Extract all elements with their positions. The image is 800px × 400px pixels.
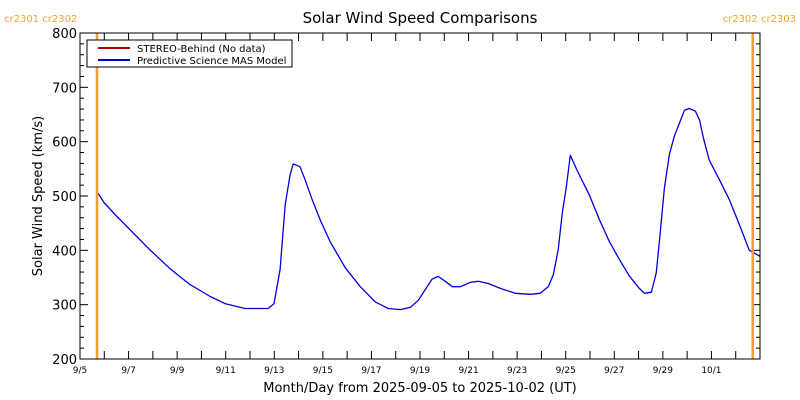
carrington-rotation-label: cr2301 cr2302 (4, 14, 77, 25)
x-tick-label: 9/11 (216, 366, 236, 376)
x-tick-label: 9/7 (121, 366, 135, 376)
series-line-mas-model (96, 107, 761, 311)
x-tick-label: 9/17 (361, 366, 381, 376)
x-tick-label: 9/19 (410, 366, 430, 376)
legend-label-mas-model: Predictive Science MAS Model (137, 56, 286, 67)
legend: STEREO-Behind (No data) Predictive Scien… (86, 39, 293, 68)
y-tick-label: 500 (52, 190, 77, 205)
x-axis-label: Month/Day from 2025-09-05 to 2025-10-02 … (263, 381, 576, 396)
y-tick-label: 700 (52, 81, 77, 96)
y-tick-label: 600 (52, 136, 77, 151)
y-axis-label: Solar Wind Speed (km/s) (31, 116, 46, 276)
x-tick-label: 9/21 (458, 366, 478, 376)
plot-frame (79, 32, 761, 360)
x-tick-label: 9/9 (170, 366, 185, 376)
y-tick-label: 400 (52, 244, 77, 259)
legend-box (86, 39, 293, 68)
x-tick-label: 10/1 (701, 366, 721, 376)
y-tick-label: 300 (52, 299, 77, 314)
legend-label-stereo-behind: STEREO-Behind (No data) (137, 44, 266, 55)
y-tick-label: 200 (52, 353, 77, 368)
y-tick-label: 800 (52, 27, 77, 42)
x-tick-label: 9/29 (653, 366, 673, 376)
chart-title: Solar Wind Speed Comparisons (303, 9, 538, 27)
x-tick-label: 9/15 (313, 366, 333, 376)
x-tick-label: 9/5 (73, 366, 87, 376)
x-tick-label: 9/27 (604, 366, 624, 376)
carrington-rotation-label: cr2302 cr2303 (723, 14, 796, 25)
x-tick-label: 9/25 (556, 366, 576, 376)
x-tick-label: 9/13 (264, 366, 284, 376)
x-tick-label: 9/23 (507, 366, 527, 376)
